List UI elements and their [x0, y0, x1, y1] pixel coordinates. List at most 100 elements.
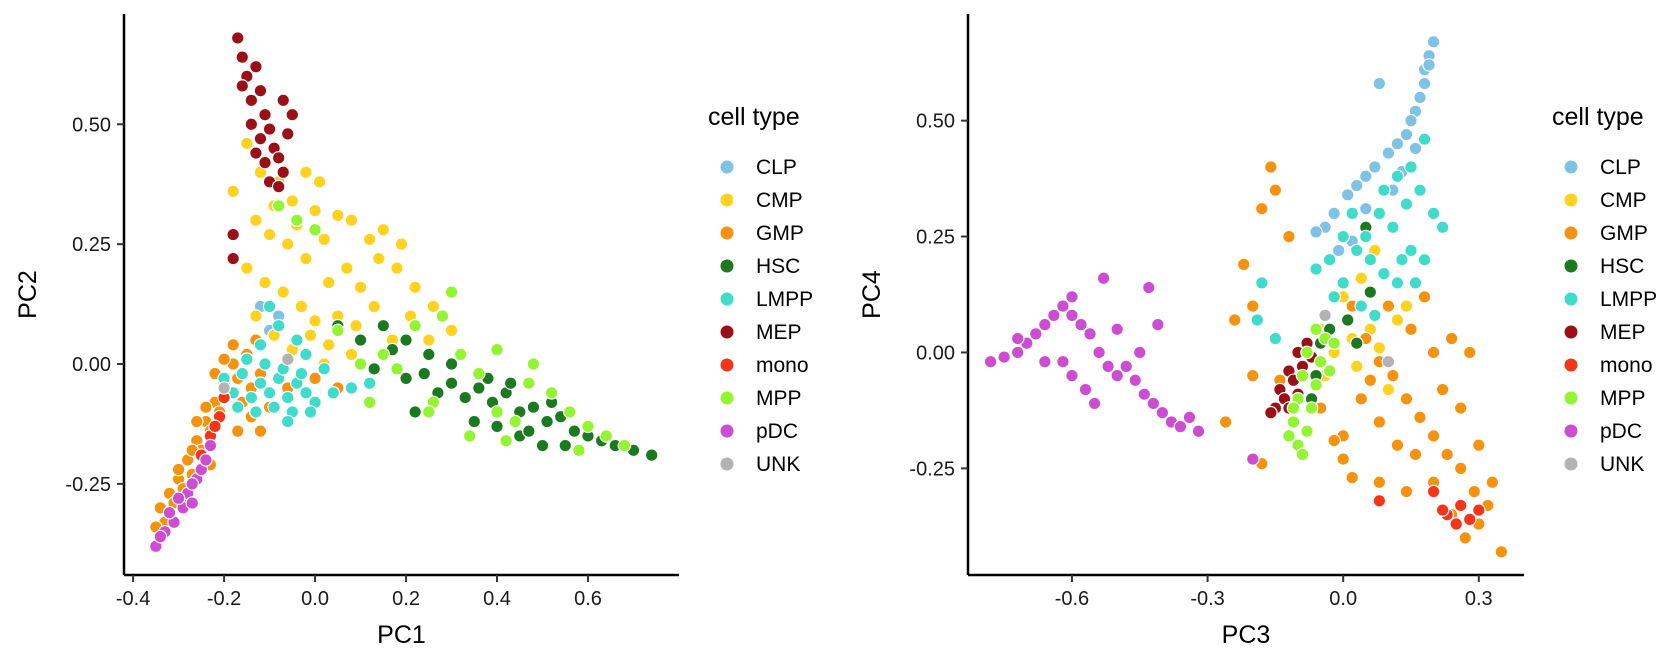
- data-point-mpp: [490, 405, 504, 419]
- data-point-lmpp: [1377, 183, 1391, 197]
- data-point-cmp: [262, 227, 277, 242]
- data-point-mep: [235, 79, 250, 93]
- data-point-clp: [1413, 90, 1427, 105]
- legend-label-mep: MEP: [1600, 321, 1646, 344]
- legend-swatch-pdc: [1564, 424, 1578, 438]
- legend-swatch-unk: [1564, 457, 1578, 471]
- legend-swatch-mono: [720, 358, 734, 372]
- x-ticks: -0.6 -0.3 0.0 0.3: [1055, 575, 1493, 610]
- data-point-mep: [249, 59, 263, 74]
- data-point-cmp: [258, 275, 272, 290]
- data-point-clp: [1408, 141, 1423, 156]
- data-point-mep: [226, 227, 240, 242]
- data-point-pdc: [1038, 354, 1052, 369]
- data-point-lmpp: [1255, 276, 1269, 290]
- data-point-mep: [253, 131, 268, 146]
- data-point-gmp: [1399, 392, 1414, 406]
- data-point-pdc: [1029, 327, 1043, 341]
- data-point-pdc: [162, 505, 177, 520]
- data-point-lmpp: [1386, 220, 1400, 235]
- data-point-hsc: [399, 333, 413, 347]
- data-point-mep: [271, 151, 286, 165]
- data-point-gmp: [1435, 382, 1450, 397]
- y-tick-label: 0.00: [916, 342, 955, 364]
- data-point-hsc: [367, 362, 382, 376]
- data-point-mpp: [1295, 368, 1310, 383]
- data-point-gmp: [1386, 368, 1400, 383]
- data-point-pdc: [1087, 396, 1102, 411]
- legend-label-unk: UNK: [1600, 453, 1644, 476]
- data-point-clp: [1327, 206, 1341, 221]
- points-layer: [983, 35, 1509, 559]
- data-point-mono: [1372, 494, 1387, 508]
- data-point-mpp: [1282, 429, 1296, 443]
- legend-swatch-gmp: [720, 226, 734, 240]
- data-point-hsc: [526, 400, 541, 414]
- data-point-lmpp: [1358, 229, 1373, 244]
- data-point-pdc: [1078, 382, 1093, 397]
- data-point-pdc: [1047, 308, 1061, 323]
- x-tick-label: 0.2: [392, 588, 420, 610]
- data-point-pdc: [1083, 327, 1097, 341]
- data-point-clp: [1399, 127, 1414, 142]
- data-point-lmpp: [362, 376, 377, 391]
- data-point-hsc: [503, 376, 518, 391]
- data-point-cmp: [353, 280, 368, 295]
- data-point-hsc: [444, 376, 459, 391]
- data-point-lmpp: [299, 385, 313, 400]
- data-point-gmp: [1245, 299, 1260, 313]
- data-point-lmpp: [344, 381, 359, 395]
- data-point-lmpp: [1435, 220, 1450, 235]
- data-point-lmpp: [1368, 308, 1382, 323]
- data-point-lmpp: [1268, 331, 1283, 346]
- x-tick-label: -0.2: [207, 588, 241, 610]
- y-ticks: -0.25 0.00 0.25 0.50: [909, 111, 968, 480]
- data-point-pdc: [1110, 368, 1124, 383]
- data-point-gmp: [1236, 257, 1251, 272]
- legend-swatch-mpp: [720, 391, 734, 405]
- data-point-pdc: [1065, 368, 1079, 383]
- data-point-pdc: [983, 354, 998, 369]
- data-point-mpp: [290, 213, 304, 227]
- data-point-cmp: [249, 309, 263, 323]
- data-point-unk: [217, 381, 231, 395]
- data-point-clp: [1404, 113, 1418, 128]
- legend-swatch-lmpp: [1564, 292, 1578, 306]
- y-tick-label: -0.25: [65, 474, 111, 496]
- legend-label-lmpp: LMPP: [1600, 288, 1657, 311]
- data-point-mep: [244, 117, 259, 132]
- data-point-gmp: [1282, 229, 1296, 244]
- data-point-clp: [1358, 169, 1373, 184]
- data-point-cmp: [308, 314, 322, 328]
- legend-swatch-pdc: [720, 424, 734, 438]
- data-point-lmpp: [1417, 132, 1432, 146]
- data-point-mpp: [435, 309, 450, 323]
- data-point-cmp: [349, 318, 363, 333]
- data-point-gmp: [1458, 531, 1473, 545]
- data-point-mpp: [271, 198, 286, 213]
- x-axis-title: PC1: [377, 621, 426, 649]
- data-point-lmpp: [1390, 276, 1405, 290]
- data-point-gmp: [1255, 201, 1269, 216]
- data-point-mono: [1453, 498, 1468, 513]
- data-point-gmp: [1440, 447, 1454, 462]
- data-point-pdc: [1173, 419, 1188, 434]
- data-point-mep: [280, 127, 295, 141]
- data-point-cmp: [340, 261, 354, 275]
- legend-items: CLP CMP GMP HSC LMPP MEP mono MPP pDC UNK: [720, 156, 813, 476]
- data-point-gmp: [308, 371, 322, 386]
- data-point-clp: [1358, 201, 1373, 216]
- data-point-cmp: [444, 323, 459, 338]
- data-point-mep: [249, 146, 263, 160]
- legend-label-mpp: MPP: [756, 387, 802, 410]
- data-point-mpp: [1327, 336, 1341, 350]
- data-point-lmpp: [262, 385, 277, 400]
- data-point-clp: [1390, 137, 1405, 151]
- data-point-cmp: [376, 222, 391, 237]
- data-point-mono: [1449, 517, 1463, 531]
- data-point-gmp: [226, 338, 240, 352]
- data-point-pdc: [1155, 405, 1170, 420]
- data-point-hsc: [540, 414, 554, 429]
- data-point-lmpp: [280, 390, 295, 405]
- data-point-pdc: [1132, 345, 1147, 360]
